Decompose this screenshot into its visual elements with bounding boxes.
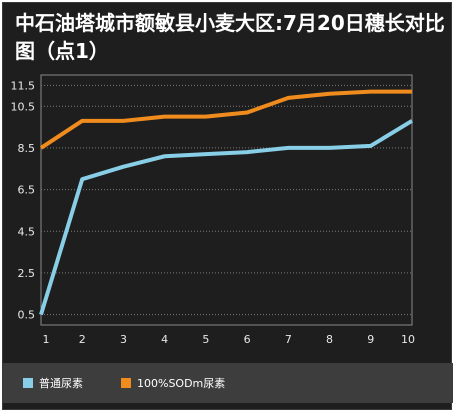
legend: 普通尿素 100%SODm尿素 [3, 363, 453, 403]
chart-title: 中石油塔城市额敏县小麦大区:7月20日穗长对比图（点1） [15, 11, 445, 63]
legend-label-sodm-urea: 100%SODm尿素 [137, 377, 226, 390]
y-tick-label: 0.5 [18, 309, 36, 322]
x-tick-label: 8 [326, 333, 333, 346]
legend-swatch-regular-urea [23, 378, 33, 388]
x-tick-label: 1 [43, 333, 50, 346]
legend-swatch-sodm-urea [121, 378, 131, 388]
x-tick-label: 10 [401, 333, 415, 346]
x-tick-label: 9 [367, 333, 374, 346]
legend-label-regular-urea: 普通尿素 [39, 377, 83, 390]
x-tick-label: 4 [161, 333, 168, 346]
y-tick-label: 10.5 [11, 100, 36, 113]
y-tick-label: 8.5 [18, 142, 36, 155]
y-tick-label: 2.5 [18, 267, 36, 280]
legend-item-regular-urea: 普通尿素 [23, 375, 83, 391]
legend-item-sodm-urea: 100%SODm尿素 [121, 375, 225, 391]
plot-frame [40, 74, 413, 326]
y-tick-label: 4.5 [18, 225, 36, 238]
x-tick-label: 5 [202, 333, 209, 346]
series-line-sodm-urea [39, 89, 412, 150]
x-tick-label: 7 [285, 333, 292, 346]
x-tick-label: 2 [79, 333, 86, 346]
x-tick-label: 3 [120, 333, 127, 346]
line-chart: 0.5 2.5 4.5 6.5 8.5 10.5 11.5 1 2 3 4 5 6 7 8 9 10 [11, 74, 415, 346]
y-tick-label: 11.5 [11, 79, 36, 92]
series-line-regular-urea [39, 119, 414, 316]
y-tick-label: 6.5 [18, 184, 36, 197]
x-tick-label: 6 [244, 333, 251, 346]
